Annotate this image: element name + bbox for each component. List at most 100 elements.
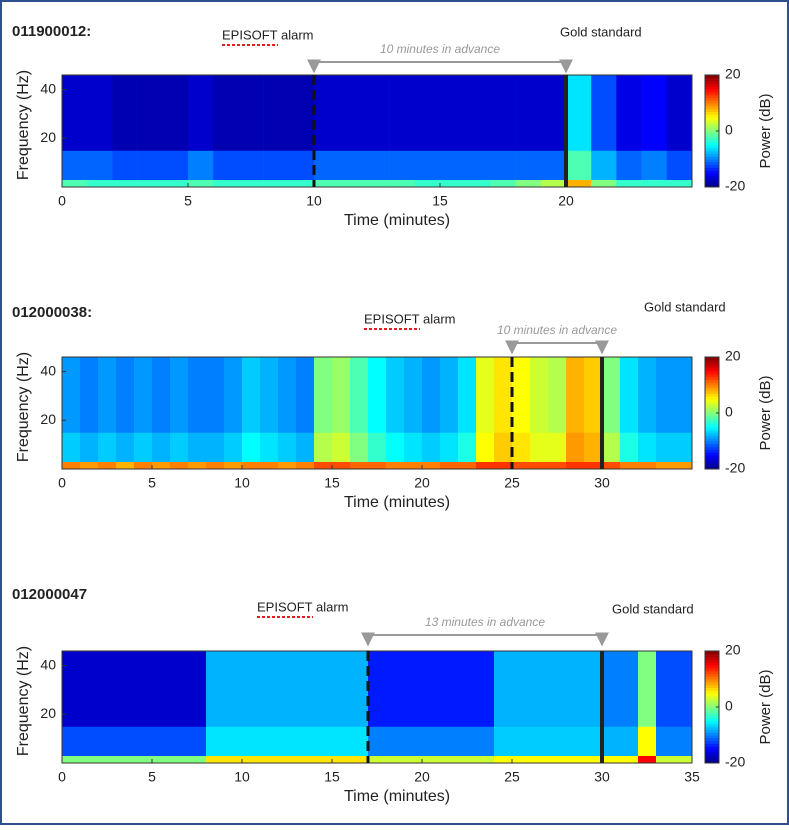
- x-tick-label: 20: [558, 193, 574, 209]
- x-tick-label: 15: [432, 193, 448, 209]
- y-tick-label: 20: [40, 411, 56, 427]
- axes-box: [61, 74, 693, 188]
- heat-cell: [206, 755, 225, 764]
- heat-cell: [656, 726, 675, 756]
- x-tick-label: 30: [594, 475, 610, 491]
- colorbar-step: [705, 446, 719, 450]
- heat-cell: [440, 75, 466, 151]
- heat-cell: [465, 75, 491, 151]
- heat-cell: [98, 432, 117, 462]
- heat-cell: [296, 461, 315, 470]
- heat-cell: [350, 755, 369, 764]
- heat-cell: [494, 651, 513, 727]
- heat-cell: [566, 75, 592, 151]
- heat-cell: [656, 755, 675, 764]
- heat-cell: [602, 461, 621, 470]
- heat-cell: [314, 651, 333, 727]
- heat-cell: [548, 432, 567, 462]
- heat-cell: [512, 432, 531, 462]
- heat-cell: [422, 726, 441, 756]
- heat-cell: [98, 755, 117, 764]
- heat-cell: [490, 179, 516, 188]
- heat-cell: [134, 432, 153, 462]
- heat-cell: [314, 726, 333, 756]
- y-axis-label: Frequency (Hz): [15, 646, 32, 756]
- heat-cell: [566, 357, 585, 433]
- heat-cell: [584, 651, 603, 727]
- heat-cell: [242, 461, 261, 470]
- heat-cell: [242, 357, 261, 433]
- panel-title: 012000038:: [12, 304, 92, 321]
- heat-cell: [296, 357, 315, 433]
- heat-cell: [116, 461, 135, 470]
- heat-cell: [494, 726, 513, 756]
- spectrogram: [62, 75, 693, 188]
- heat-cell: [62, 755, 81, 764]
- heat-cell: [389, 150, 416, 180]
- heat-cell: [206, 726, 225, 756]
- colorbar-step: [705, 387, 719, 392]
- heat-cell: [80, 651, 99, 727]
- heat-cell: [332, 755, 351, 764]
- heat-cell: [656, 461, 675, 470]
- heat-cell: [350, 357, 369, 433]
- heat-cell: [242, 432, 261, 462]
- heat-cell: [440, 432, 459, 462]
- heat-cell: [404, 755, 423, 764]
- colorbar-step: [705, 737, 719, 742]
- x-tick-label: 0: [58, 475, 66, 491]
- heat-cell: [566, 755, 585, 764]
- heat-cell: [465, 179, 491, 188]
- colorbar-step: [705, 404, 719, 408]
- colorbar-step: [705, 754, 719, 758]
- heat-cell: [98, 461, 117, 470]
- x-tick-label: 35: [684, 769, 700, 785]
- heat-cell: [62, 150, 88, 180]
- heat-cell: [440, 357, 459, 433]
- colorbar-step: [705, 139, 719, 143]
- heat-cell: [188, 150, 214, 180]
- colorbar-step: [705, 432, 719, 436]
- heat-cell: [134, 357, 153, 433]
- colorbar-step: [705, 452, 719, 456]
- colorbar-step: [705, 757, 719, 761]
- colorbar-step: [705, 80, 719, 84]
- heat-cell: [440, 726, 459, 756]
- colorbar-step: [705, 653, 719, 658]
- heat-cell: [278, 755, 297, 764]
- heat-cell: [584, 432, 603, 462]
- colorbar-step: [705, 662, 719, 666]
- heat-cell: [332, 357, 351, 433]
- colorbar-step: [705, 707, 719, 711]
- x-tick-label: 10: [234, 769, 250, 785]
- colorbar-step: [705, 421, 719, 425]
- colorbar-step: [705, 382, 719, 386]
- heat-cell: [386, 357, 405, 433]
- advance-bracket: [361, 632, 609, 647]
- heat-cell: [490, 150, 516, 180]
- heat-cell: [566, 150, 592, 180]
- colorbar-step: [705, 435, 719, 439]
- x-tick-label: 0: [58, 193, 66, 209]
- colorbar-step: [705, 665, 719, 669]
- heat-cell: [224, 357, 243, 433]
- colorbar-step: [705, 368, 719, 372]
- heat-cell: [137, 179, 164, 188]
- heat-cell: [620, 432, 639, 462]
- heat-cell: [656, 651, 675, 727]
- colorbar-step: [705, 390, 719, 394]
- colorbar-step: [705, 357, 719, 361]
- colorbar-step: [705, 173, 719, 177]
- heat-cell: [278, 432, 297, 462]
- heat-cell: [134, 651, 153, 727]
- colorbar-step: [705, 371, 719, 375]
- heat-cell: [213, 179, 239, 188]
- heat-cell: [476, 432, 495, 462]
- colorbar-step: [705, 131, 719, 135]
- heat-cell: [368, 726, 387, 756]
- heat-cell: [389, 179, 416, 188]
- heat-cell: [112, 150, 138, 180]
- heat-cell: [112, 179, 138, 188]
- axes-box: [61, 356, 693, 470]
